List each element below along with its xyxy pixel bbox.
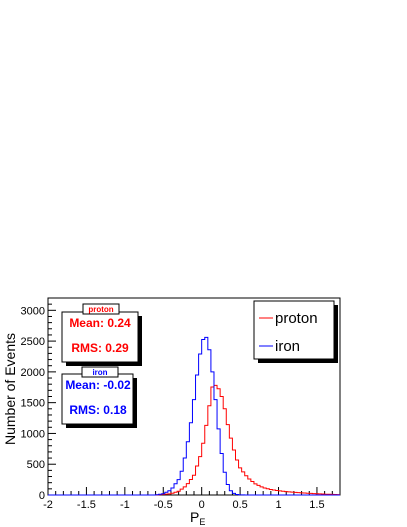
x-tick-label: -2 xyxy=(43,499,53,511)
series-iron-histogram xyxy=(48,336,340,496)
proton-stats-panel xyxy=(61,311,139,363)
proton-rms: RMS: 0.29 xyxy=(71,341,129,355)
x-axis-label-subscript: E xyxy=(199,517,205,527)
y-tick-label: 1500 xyxy=(21,398,45,410)
x-axis-label: PE xyxy=(190,509,205,527)
x-tick-label: -1.5 xyxy=(77,499,96,511)
y-tick-label: 0 xyxy=(39,490,45,502)
series-group xyxy=(48,336,340,496)
proton-stats-box: proton Mean: 0.24 RMS: 0.29 xyxy=(61,303,142,366)
iron-rms: RMS: 0.18 xyxy=(69,403,127,417)
x-tick-label: 1.5 xyxy=(309,499,324,511)
x-axis-ticks: -2 -1.5 -1 -0.5 0 0.5 1 1.5 xyxy=(43,487,341,511)
proton-mean: Mean: 0.24 xyxy=(69,316,131,330)
iron-stats-box: iron Mean: -0.02 RMS: 0.18 xyxy=(61,366,137,428)
y-tick-label: 500 xyxy=(27,459,45,471)
y-tick-label: 1000 xyxy=(21,428,45,440)
x-tick-label: 1 xyxy=(275,499,281,511)
y-tick-label: 3000 xyxy=(21,305,45,317)
legend: proton iron xyxy=(253,300,338,363)
y-tick-label: 2500 xyxy=(21,336,45,348)
y-tick-label: 2000 xyxy=(21,367,45,379)
iron-stats-panel xyxy=(61,373,134,425)
x-tick-label: -1 xyxy=(120,499,130,511)
iron-stats-title: iron xyxy=(92,368,107,377)
proton-stats-title: proton xyxy=(88,305,113,314)
y-axis-ticks: 0 500 1000 1500 2000 2500 3000 xyxy=(21,303,56,502)
proton-stats-title-box xyxy=(82,303,120,315)
x-tick-label: 0 xyxy=(199,499,205,511)
x-axis-label-main: P xyxy=(190,509,199,525)
x-tick-label: -0.5 xyxy=(154,499,173,511)
x-tick-label: 0.5 xyxy=(232,499,247,511)
y-axis-label: Number of Events xyxy=(2,333,18,445)
legend-label-iron: iron xyxy=(275,338,300,355)
iron-stats-title-box xyxy=(81,366,119,378)
legend-label-proton: proton xyxy=(275,310,318,327)
legend-box xyxy=(253,300,335,360)
iron-mean: Mean: -0.02 xyxy=(65,378,131,392)
